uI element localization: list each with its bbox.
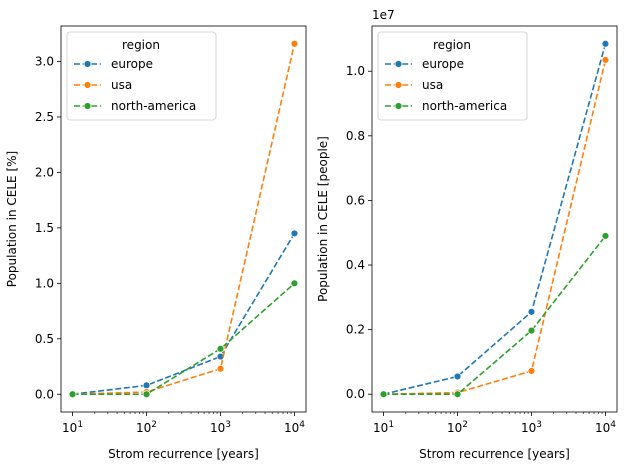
y-tick-label: 0.4: [346, 258, 365, 272]
y-axis-label: Population in CELE [%]: [5, 151, 19, 287]
legend: region europe usa north-america: [377, 31, 528, 121]
legend-label-north-america: north-america: [422, 99, 507, 113]
x-tick-label: 101: [373, 420, 394, 435]
series-europe: [68, 229, 299, 399]
x-axis-label: Strom recurrence [years]: [419, 447, 570, 461]
legend-marker-usa: [394, 81, 403, 89]
data-point-north-america: [453, 390, 462, 399]
data-point-north-america: [216, 344, 225, 353]
y-tick-label: 0.8: [346, 129, 365, 143]
legend-marker-north-america: [394, 102, 403, 110]
y-tick-label: 3.0: [35, 54, 54, 68]
axes-frame: [60, 25, 307, 413]
legend-marker-north-america: [83, 102, 92, 110]
y-tick-label: 2.0: [35, 165, 54, 179]
legend-marker-usa: [83, 81, 92, 89]
x-tick-label: 103: [210, 420, 231, 435]
data-point-europe: [453, 372, 462, 381]
x-tick-label: 103: [521, 420, 542, 435]
legend-box: [377, 31, 528, 121]
y-tick-label: 0.5: [35, 332, 54, 346]
chart-panel-2: 101 102 103 104 0.0 0.2 0.4 0.6 0.8 1.0 1e7 Strom r…: [316, 8, 618, 461]
y-tick-label: 0.0: [346, 387, 365, 401]
x-tick-label: 102: [136, 420, 157, 435]
data-point-usa: [290, 39, 299, 48]
data-point-europe: [290, 229, 299, 238]
data-point-usa: [601, 56, 610, 64]
series-line-europe: [72, 233, 296, 396]
data-point-north-america: [68, 390, 77, 399]
y-axis-label: Population in CELE [people]: [316, 136, 330, 302]
series-line-north-america: [72, 282, 295, 396]
x-axis-label: Strom recurrence [years]: [108, 447, 259, 461]
chart-panel-1: 101 102 103 104 0.0 0.5 1.0 1.5 2.0 2.5 3.0 Strom r…: [5, 25, 307, 461]
legend-marker-europe: [394, 60, 403, 68]
series-north-america: [68, 279, 299, 399]
x-tick-label: 104: [284, 420, 305, 435]
y-tick-label: 0.2: [346, 323, 365, 337]
y-tick-label: 0.0: [35, 387, 54, 401]
series-north-america: [379, 232, 610, 399]
x-tick-label: 104: [595, 420, 616, 435]
legend-title: region: [122, 38, 160, 52]
series-line-europe: [383, 43, 607, 396]
y-offset-text: 1e7: [372, 8, 395, 22]
series-line-usa: [72, 43, 296, 396]
x-tick-label: 102: [447, 420, 468, 435]
series-line-usa: [383, 59, 607, 396]
data-point-europe: [601, 39, 610, 48]
legend-label-europe: europe: [422, 57, 464, 71]
legend-label-north-america: north-america: [111, 99, 196, 113]
y-tick-label: 1.5: [35, 221, 54, 235]
data-point-north-america: [379, 390, 388, 399]
series-line-north-america: [383, 235, 607, 396]
legend-label-europe: europe: [111, 57, 153, 71]
axes-frame: [371, 25, 618, 413]
y-tick-label: 1.0: [35, 276, 54, 290]
data-point-north-america: [142, 390, 151, 399]
legend-box: [66, 31, 217, 121]
data-point-usa: [527, 367, 536, 375]
y-tick-label: 1.0: [346, 64, 365, 78]
legend-label-usa: usa: [111, 78, 132, 92]
data-point-europe: [527, 307, 536, 316]
y-tick-label: 0.6: [346, 193, 365, 207]
data-point-north-america: [601, 232, 610, 240]
data-point-europe: [142, 381, 151, 390]
y-tick-label: 2.5: [35, 110, 54, 124]
legend: region europe usa north-america: [66, 31, 217, 121]
data-point-north-america: [527, 326, 536, 335]
x-tick-label: 101: [62, 420, 83, 435]
legend-label-usa: usa: [422, 78, 443, 92]
data-point-usa: [216, 364, 225, 373]
data-point-north-america: [290, 279, 299, 288]
legend-title: region: [433, 38, 471, 52]
legend-marker-europe: [83, 60, 92, 68]
